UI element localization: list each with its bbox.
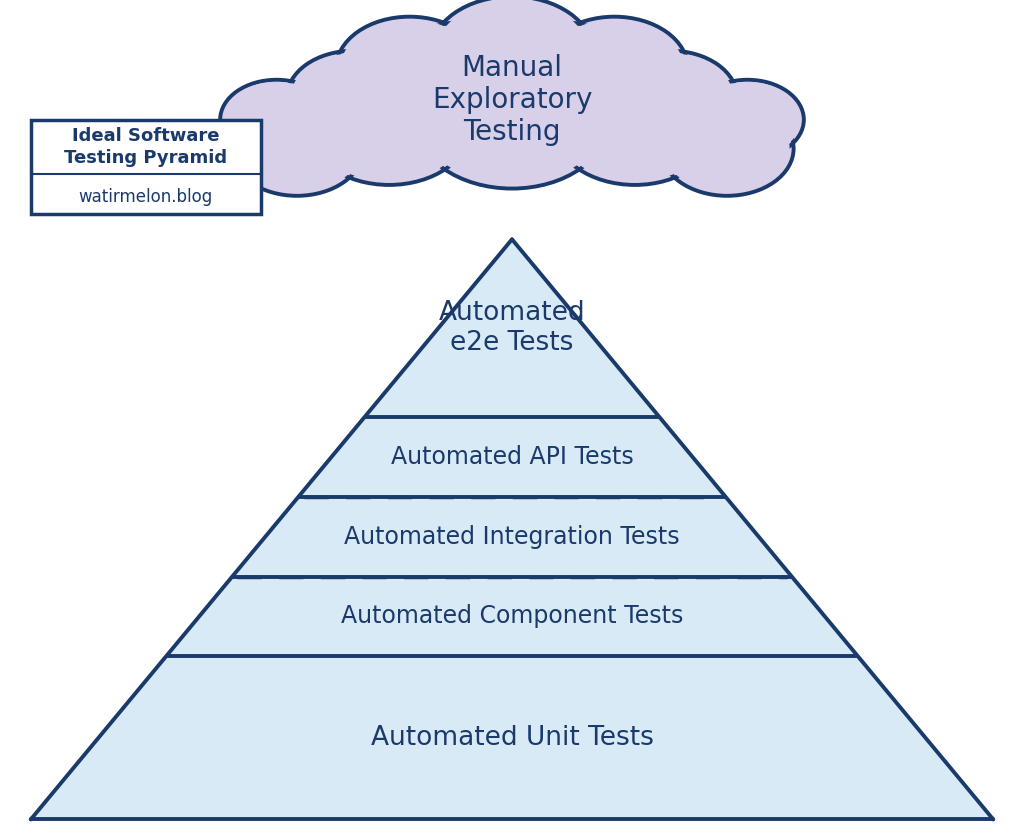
FancyBboxPatch shape [31, 119, 261, 214]
Text: Automated Unit Tests: Automated Unit Tests [371, 725, 653, 751]
Circle shape [394, 26, 538, 127]
Circle shape [389, 22, 543, 131]
Circle shape [481, 22, 635, 131]
Circle shape [486, 26, 630, 127]
Circle shape [604, 51, 737, 145]
Circle shape [553, 69, 717, 185]
Circle shape [307, 69, 471, 185]
Circle shape [691, 80, 804, 159]
Circle shape [609, 54, 732, 142]
Circle shape [313, 73, 465, 181]
Circle shape [415, 51, 609, 188]
Polygon shape [365, 239, 659, 417]
Circle shape [230, 102, 364, 196]
Circle shape [292, 54, 415, 142]
Circle shape [546, 20, 683, 118]
Text: Automated Integration Tests: Automated Integration Tests [344, 525, 680, 549]
Circle shape [341, 20, 478, 118]
Circle shape [220, 80, 333, 159]
Circle shape [430, 0, 594, 113]
Circle shape [541, 17, 688, 121]
Circle shape [559, 73, 711, 181]
Polygon shape [31, 656, 993, 820]
Polygon shape [298, 417, 726, 497]
Circle shape [660, 102, 794, 196]
Text: Manual
Exploratory
Testing: Manual Exploratory Testing [432, 53, 592, 147]
Text: Automated API Tests: Automated API Tests [390, 445, 634, 469]
Circle shape [666, 105, 788, 193]
Text: Automated Component Tests: Automated Component Tests [341, 605, 683, 629]
Text: Ideal Software
Testing Pyramid: Ideal Software Testing Pyramid [65, 127, 227, 167]
Polygon shape [232, 497, 792, 576]
Circle shape [287, 51, 420, 145]
Circle shape [224, 83, 329, 157]
Circle shape [695, 83, 800, 157]
Polygon shape [166, 576, 858, 656]
Circle shape [422, 56, 602, 183]
Text: watirmelon.blog: watirmelon.blog [79, 188, 213, 206]
Text: Automated
e2e Tests: Automated e2e Tests [438, 300, 586, 356]
Circle shape [436, 1, 588, 108]
Circle shape [236, 105, 358, 193]
Circle shape [336, 17, 483, 121]
